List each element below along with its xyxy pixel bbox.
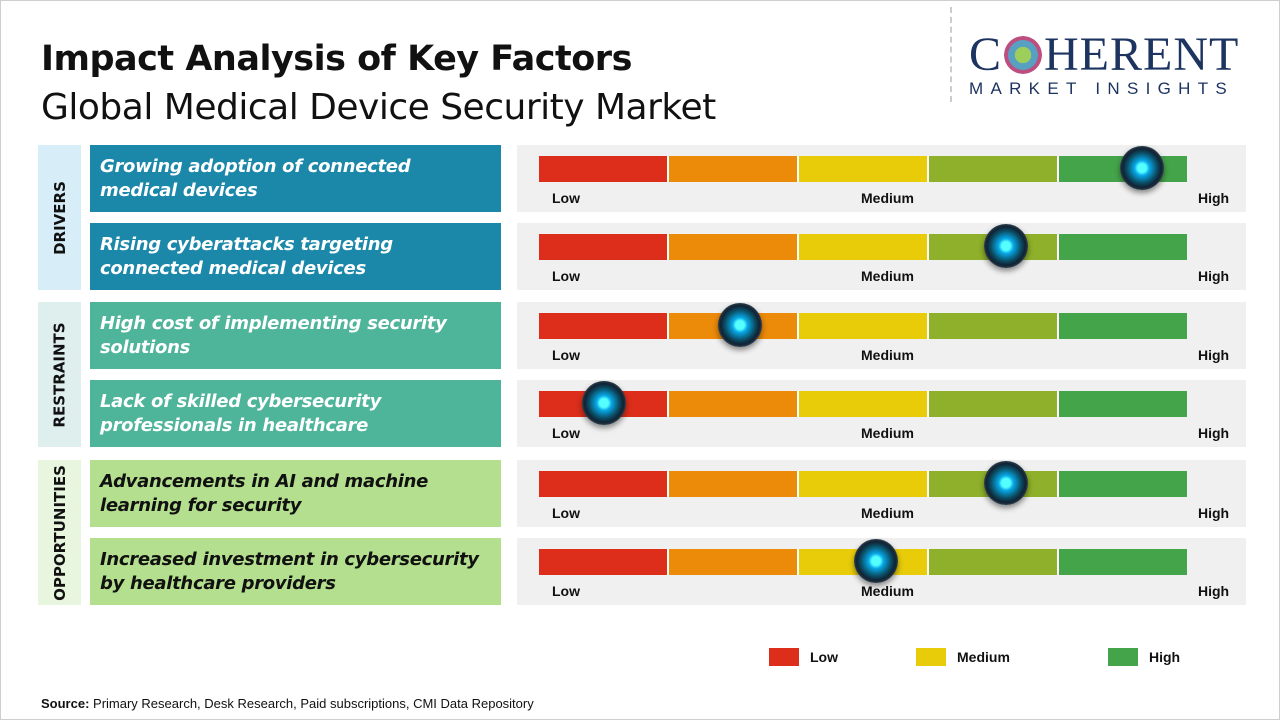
meter-segment (799, 313, 929, 339)
impact-meter: Low Medium High (517, 460, 1246, 527)
meter-low-label: Low (552, 347, 580, 363)
impact-knob-icon (1119, 146, 1164, 190)
meter-low-label: Low (552, 425, 580, 441)
meter-segment (799, 471, 929, 497)
impact-knob-icon (983, 224, 1028, 268)
meter-segment (929, 313, 1059, 339)
meter-segment (929, 391, 1059, 417)
legend-swatch-low (769, 648, 799, 666)
logo: C HERENT MARKET INSIGHTS (969, 31, 1261, 99)
meter-high-label: High (1198, 190, 1230, 206)
meter-medium-label: Medium (861, 583, 914, 599)
impact-knob-icon (581, 381, 626, 425)
legend-label: High (1149, 649, 1181, 665)
meter-segment (1059, 313, 1187, 339)
legend-medium: Medium (916, 648, 1010, 666)
legend-label: Medium (957, 649, 1010, 665)
meter-bar (539, 391, 1187, 417)
meter-segment (1059, 549, 1187, 575)
meter-medium-label: Medium (861, 268, 914, 284)
source-text: Primary Research, Desk Research, Paid su… (89, 696, 534, 711)
source-label: Source: (41, 696, 90, 711)
meter-segment (799, 234, 929, 260)
factor-label: Rising cyberattacks targeting connected … (90, 223, 501, 290)
globe-icon (1004, 36, 1043, 74)
legend-label: Low (810, 649, 838, 665)
meter-segment (539, 471, 669, 497)
meter-high-label: High (1198, 505, 1230, 521)
impact-meter: Low Medium High (517, 223, 1246, 290)
category-opportunities: OPPORTUNITIES (38, 460, 81, 605)
meter-low-label: Low (552, 268, 580, 284)
factor-label: Growing adoption of connected medical de… (90, 145, 501, 212)
page-subtitle: Global Medical Device Security Market (41, 87, 716, 128)
meter-bar (539, 471, 1187, 497)
meter-segment (669, 234, 799, 260)
legend-swatch-medium (916, 648, 946, 666)
category-drivers: DRIVERS (38, 145, 81, 290)
divider (950, 7, 952, 102)
meter-high-label: High (1198, 425, 1230, 441)
meter-segment (669, 471, 799, 497)
meter-segment (669, 549, 799, 575)
legend-low: Low (769, 648, 838, 666)
meter-segment (539, 313, 669, 339)
meter-segment (669, 156, 799, 182)
meter-bar (539, 156, 1187, 182)
meter-high-label: High (1198, 583, 1230, 599)
meter-segment (539, 549, 669, 575)
meter-segment (539, 234, 669, 260)
page-title: Impact Analysis of Key Factors (41, 39, 632, 79)
meter-segment (1059, 471, 1187, 497)
category-label: DRIVERS (50, 180, 69, 255)
factor-label: Advancements in AI and machine learning … (90, 460, 501, 527)
meter-bar (539, 313, 1187, 339)
logo-tagline: MARKET INSIGHTS (969, 79, 1235, 98)
factor-label: High cost of implementing security solut… (90, 302, 501, 369)
meter-segment (1059, 391, 1187, 417)
impact-meter: Low Medium High (517, 380, 1246, 447)
meter-medium-label: Medium (861, 505, 914, 521)
category-restraints: RESTRAINTS (38, 302, 81, 447)
factor-label: Lack of skilled cybersecurity profession… (90, 380, 501, 447)
category-label: OPPORTUNITIES (50, 464, 69, 601)
legend-swatch-high (1108, 648, 1138, 666)
meter-segment (929, 549, 1059, 575)
impact-meter: Low Medium High (517, 538, 1246, 605)
meter-high-label: High (1198, 268, 1230, 284)
impact-knob-icon (853, 539, 898, 583)
meter-medium-label: Medium (861, 347, 914, 363)
meter-segment (799, 156, 929, 182)
meter-segment (669, 391, 799, 417)
meter-bar (539, 234, 1187, 260)
meter-segment (929, 156, 1059, 182)
impact-meter: Low Medium High (517, 302, 1246, 369)
factor-label: Increased investment in cybersecurity by… (90, 538, 501, 605)
impact-knob-icon (717, 303, 762, 347)
category-label: RESTRAINTS (50, 321, 69, 428)
meter-low-label: Low (552, 583, 580, 599)
impact-meter: Low Medium High (517, 145, 1246, 212)
meter-medium-label: Medium (861, 425, 914, 441)
meter-medium-label: Medium (861, 190, 914, 206)
meter-segment (1059, 234, 1187, 260)
meter-segment (799, 391, 929, 417)
meter-low-label: Low (552, 505, 580, 521)
meter-low-label: Low (552, 190, 580, 206)
legend-high: High (1108, 648, 1180, 666)
impact-knob-icon (983, 461, 1028, 505)
meter-segment (539, 156, 669, 182)
source-note: Source: Primary Research, Desk Research,… (41, 696, 534, 711)
meter-high-label: High (1198, 347, 1230, 363)
